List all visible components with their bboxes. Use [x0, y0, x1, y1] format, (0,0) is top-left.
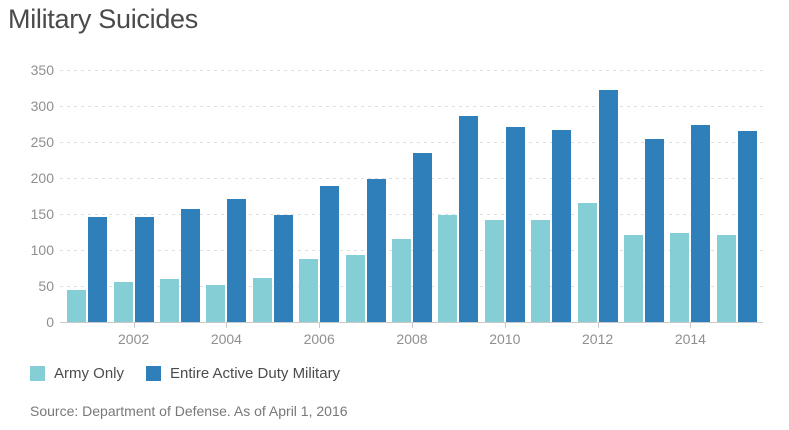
legend: Army Only Entire Active Duty Military	[30, 365, 340, 382]
bar-active-duty-2001	[88, 217, 108, 322]
bar-army-2003	[160, 278, 179, 322]
x-axis-label-2006: 2006	[303, 331, 335, 347]
y-axis-label-50: 50	[38, 277, 54, 294]
x-tick-2010	[504, 323, 506, 328]
bar-army-2006	[299, 259, 319, 322]
gridline-y-50	[60, 285, 763, 287]
x-axis-label-2002: 2002	[118, 331, 150, 347]
x-axis-label-2012: 2012	[582, 331, 614, 347]
bar-active-duty-2002	[134, 216, 154, 322]
gridline-y-300	[60, 105, 763, 107]
x-tick-2012	[597, 323, 599, 328]
bar-active-duty-2003	[181, 208, 200, 322]
x-tick-2004	[226, 323, 228, 328]
bar-army-2015	[716, 235, 736, 322]
bar-army-2009	[438, 215, 458, 322]
bar-active-duty-2011	[552, 130, 572, 322]
x-tick-2008	[412, 323, 413, 328]
y-axis-label-200: 200	[30, 169, 54, 186]
gridline-y-200	[60, 177, 763, 179]
bar-active-duty-2009	[459, 116, 479, 322]
x-axis-label-2010: 2010	[489, 331, 521, 347]
legend-label: Army Only	[54, 365, 125, 382]
x-tick-2014	[690, 323, 692, 328]
legend-swatch-icon	[146, 366, 162, 381]
bar-active-duty-2015	[737, 130, 757, 322]
bar-army-2008	[392, 239, 411, 322]
legend-item-active-duty: Entire Active Duty Military	[146, 365, 340, 382]
bar-army-2011	[531, 220, 551, 322]
bar-active-duty-2012	[598, 90, 618, 322]
chart-title: Military Suicides	[8, 4, 198, 34]
gridline-y-100	[60, 249, 763, 251]
bar-army-2002	[113, 282, 133, 322]
bar-army-2010	[484, 219, 504, 322]
bar-army-2014	[670, 232, 690, 322]
x-axis-line	[60, 322, 763, 323]
y-axis-label-150: 150	[30, 205, 54, 222]
legend-swatch-icon	[30, 366, 45, 381]
bar-army-2013	[624, 235, 643, 322]
bar-active-duty-2005	[273, 215, 293, 322]
x-tick-2006	[319, 323, 321, 328]
bar-active-duty-2013	[645, 138, 664, 322]
bar-army-2001	[67, 289, 87, 322]
bar-army-2004	[206, 284, 226, 322]
gridline-y-350	[60, 69, 763, 71]
bar-army-2007	[345, 254, 365, 322]
bar-army-2005	[252, 278, 272, 322]
legend-label: Entire Active Duty Military	[170, 365, 341, 382]
x-tick-2002	[133, 323, 135, 328]
y-axis-label-100: 100	[30, 241, 54, 258]
legend-item-army: Army Only	[30, 365, 124, 382]
x-axis-label-2004: 2004	[210, 331, 242, 347]
y-axis-label-250: 250	[30, 133, 54, 150]
bar-active-duty-2014	[691, 125, 711, 322]
bar-active-duty-2006	[320, 186, 340, 322]
y-axis-label-0: 0	[46, 314, 54, 330]
gridline-y-150	[60, 213, 763, 215]
bar-active-duty-2007	[366, 179, 386, 322]
bar-active-duty-2004	[227, 198, 247, 322]
gridline-y-250	[60, 141, 763, 143]
bar-active-duty-2010	[505, 127, 525, 322]
bar-active-duty-2008	[413, 153, 432, 322]
x-axis-label-2008: 2008	[396, 331, 428, 347]
y-axis-label-350: 350	[30, 61, 54, 78]
source-note: Source: Department of Defense. As of Apr…	[30, 403, 348, 419]
bar-army-2012	[577, 203, 597, 322]
y-axis-label-300: 300	[30, 97, 54, 114]
x-axis-label-2014: 2014	[674, 331, 706, 347]
